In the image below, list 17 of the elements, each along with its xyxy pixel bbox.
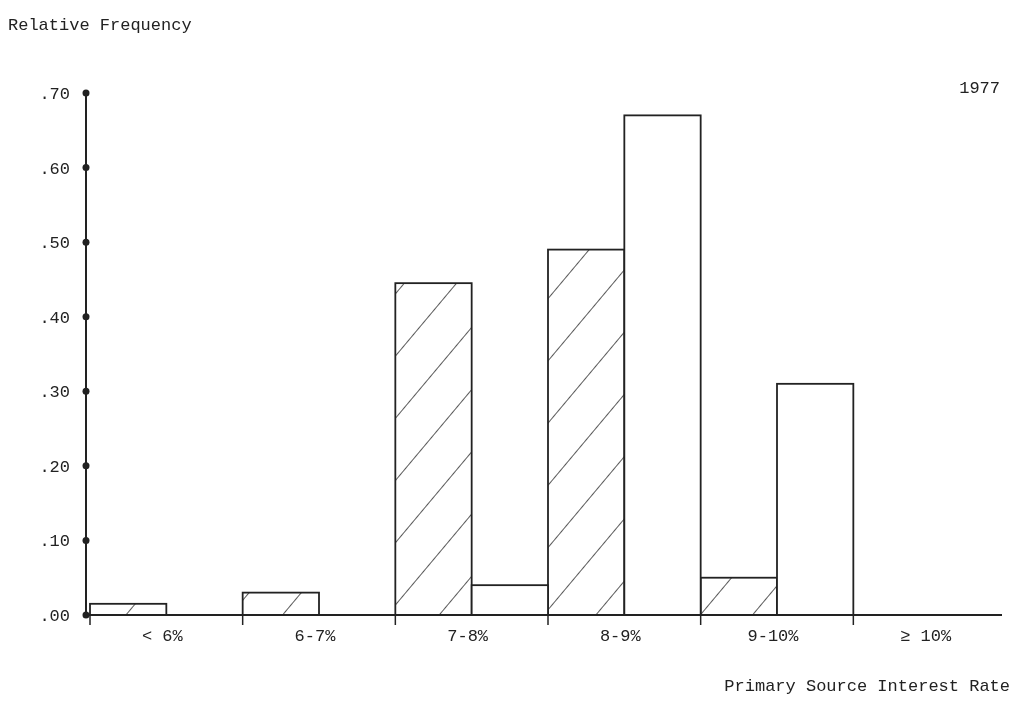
x-tick-label: 6-7% <box>294 627 337 646</box>
y-tick-label: .40 <box>39 308 70 328</box>
x-tick-label: 7-8% <box>447 627 489 646</box>
x-tick-label: 8-9% <box>599 627 642 646</box>
y-tick-label: .30 <box>39 383 70 403</box>
chart-title: 1977 <box>959 79 1000 98</box>
x-tick-label: 9-10% <box>747 627 800 646</box>
x-axis-title: Primary Source Interest Rate <box>724 677 1010 696</box>
y-tick-label: .60 <box>39 159 70 179</box>
y-tick-label: .50 <box>39 234 70 254</box>
x-tick-label: ≥ 10% <box>900 627 952 646</box>
y-tick-label: .20 <box>39 457 70 477</box>
y-tick-label: .10 <box>39 532 70 552</box>
y-tick-label: .00 <box>39 606 70 626</box>
y-tick-label: .70 <box>39 84 70 104</box>
y-axis-title: Relative Frequency <box>8 16 192 35</box>
x-tick-label: < 6% <box>141 627 184 646</box>
